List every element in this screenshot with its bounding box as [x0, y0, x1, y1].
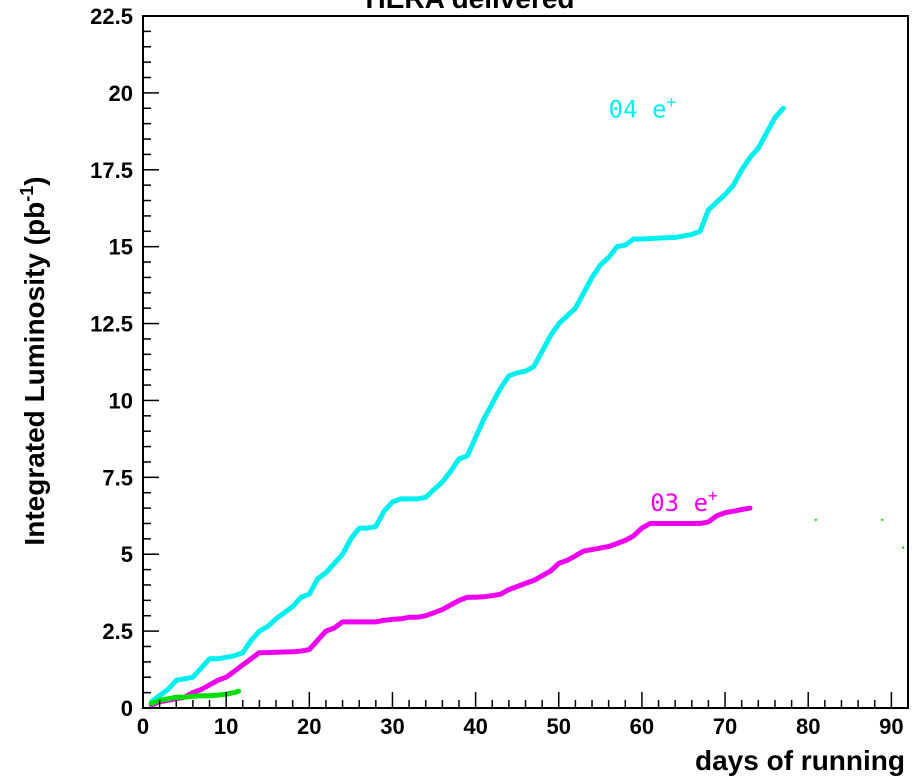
y-tick-label: 2.5	[102, 619, 133, 644]
y-axis-title-sup: -1	[17, 186, 37, 202]
axis-ticks: 0 10 20 30 40 50 60 70 80 90 0 2.5 5 7.5 10 12.5 15 17.5 2…	[90, 4, 909, 739]
stray-mark	[901, 546, 905, 549]
stray-mark	[814, 518, 818, 522]
y-tick-label: 7.5	[102, 465, 133, 490]
x-tick-label: 10	[214, 714, 238, 739]
y-tick-label: 17.5	[90, 158, 133, 183]
series-labels: 04 e+03 e+	[609, 92, 718, 517]
x-tick-label: 30	[380, 714, 404, 739]
series-label-sup: +	[666, 92, 676, 111]
series-label-1: 03 e+	[650, 486, 717, 517]
x-tick-label: 60	[630, 714, 654, 739]
series-line-2	[148, 688, 242, 706]
series-line-0	[148, 105, 786, 705]
y-axis-title-close: )	[19, 176, 50, 185]
series-line-1	[148, 505, 753, 708]
y-tick-label: 0	[121, 696, 133, 721]
x-tick-label: 0	[137, 714, 149, 739]
x-tick-label: 40	[463, 714, 487, 739]
y-axis-title-text: Integrated Luminosity (pb	[19, 202, 50, 546]
y-axis-title: Integrated Luminosity (pb-1)	[17, 176, 50, 545]
y-tick-label: 10	[109, 388, 133, 413]
y-tick-label: 15	[109, 235, 133, 260]
series-label-text: 04 e	[609, 95, 667, 123]
x-tick-label: 20	[297, 714, 321, 739]
x-axis-title: days of running	[695, 745, 905, 776]
series-label-sup: +	[708, 486, 718, 505]
x-tick-label: 80	[796, 714, 820, 739]
y-tick-label: 5	[121, 542, 133, 567]
stray-mark	[880, 518, 884, 522]
x-tick-label: 90	[879, 714, 903, 739]
y-tick-label: 20	[109, 81, 133, 106]
x-tick-label: 50	[547, 714, 571, 739]
series-label-text: 03 e	[650, 489, 708, 517]
plot-border	[142, 15, 909, 709]
x-tick-label: 70	[713, 714, 737, 739]
chart-title: HERA delivered	[365, 0, 574, 14]
plot-frame	[142, 15, 909, 709]
series-label-0: 04 e+	[609, 92, 676, 123]
y-tick-label: 12.5	[90, 312, 133, 337]
series-layer	[148, 105, 905, 708]
y-tick-label: 22.5	[90, 4, 133, 29]
